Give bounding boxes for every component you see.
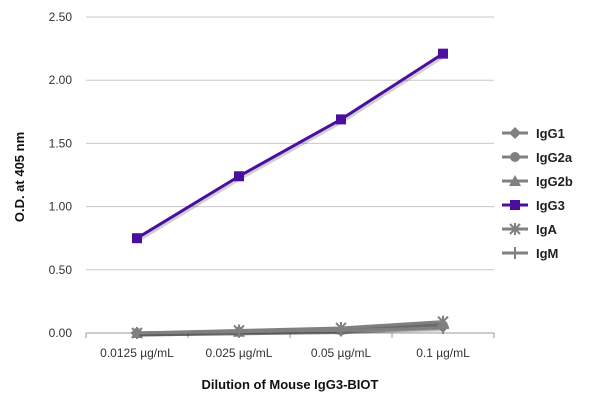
y-tick-label: 2.50 (49, 10, 73, 24)
data-point (438, 48, 448, 59)
gridlines (86, 16, 494, 271)
x-tick-label: 0.05 µg/mL (311, 346, 372, 360)
legend-marker (509, 223, 521, 235)
legend-item-igg2b: IgG2b (502, 174, 573, 189)
legend-marker (510, 200, 520, 210)
data-point (437, 321, 449, 334)
legend: IgG1 IgG2a IgG2b IgG3 IgA IgM (502, 126, 573, 261)
legend-label: IgA (536, 222, 558, 237)
legend-label: IgM (536, 246, 558, 261)
series-line-shadow (138, 54, 446, 242)
legend-label: IgG1 (536, 126, 565, 141)
x-tick-label: 0.0125 µg/mL (100, 346, 174, 360)
legend-item-igg2a: IgG2a (502, 150, 573, 165)
y-axis-ticks: 0.00 0.50 1.00 1.50 2.00 2.50 (49, 10, 73, 340)
legend-item-igm: IgM (502, 246, 558, 261)
x-axis-ticks: 0.0125 µg/mL 0.025 µg/mL 0.05 µg/mL 0.1 µg/… (85, 333, 495, 360)
x-tick-label: 0.025 µg/mL (206, 346, 273, 360)
series-line (136, 52, 444, 240)
legend-item-igg3: IgG3 (502, 198, 565, 213)
legend-marker (509, 175, 521, 186)
series-igm (131, 321, 449, 339)
y-tick-label: 1.00 (49, 200, 73, 214)
legend-item-iga: IgA (502, 222, 558, 237)
series-igg3 (132, 48, 448, 244)
data-point (234, 171, 244, 182)
y-tick-label: 1.50 (49, 136, 73, 150)
x-axis-title: Dilution of Mouse IgG3-BIOT (202, 377, 379, 392)
series-line (136, 326, 444, 335)
plot-area: 0.000.501.001.502.002.50 0.0125 µg/mL 0.0… (49, 10, 495, 360)
data-point (335, 324, 347, 337)
data-point (131, 327, 143, 339)
legend-label: IgG2b (536, 174, 573, 189)
data-point (233, 325, 245, 338)
y-tick-label: 0.50 (49, 263, 73, 277)
series-line-shadow (138, 328, 446, 337)
legend-label: IgG2a (536, 150, 573, 165)
x-tick-label: 0.1 µg/mL (416, 346, 470, 360)
series-layer (131, 48, 449, 339)
y-tick-label: 2.00 (49, 73, 73, 87)
legend-label: IgG3 (536, 198, 565, 213)
data-point (336, 114, 346, 125)
legend-item-igg1: IgG1 (502, 126, 565, 141)
legend-marker (509, 247, 521, 259)
legend-marker (510, 152, 520, 162)
y-tick-label: 0.00 (49, 326, 73, 340)
legend-marker (509, 127, 521, 139)
y-axis-title: O.D. at 405 nm (12, 132, 27, 222)
data-point (132, 233, 142, 244)
